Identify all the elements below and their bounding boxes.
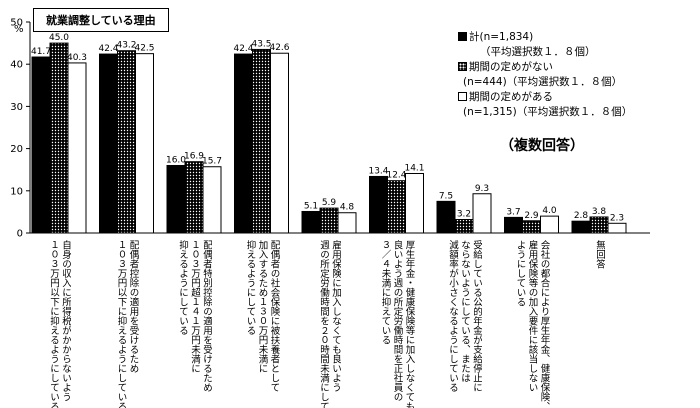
- legend-item-with-term: 期間の定めがある: [458, 90, 698, 104]
- multiple-answers-note: （複数回答）: [500, 138, 584, 154]
- bar-total: [166, 164, 186, 234]
- category-label: 雇用保険に加入しなくても良いよう 週の所定労働時間を２０時間未満にしてい: [318, 240, 341, 408]
- data-label: 43.2: [116, 41, 136, 51]
- data-label: 9.3: [475, 184, 489, 194]
- category-label: 自身の収入に所得税がかからないよう １０３万円以下に抑えるようにしている: [48, 240, 71, 408]
- legend-swatch-solid: [458, 32, 467, 41]
- data-label: 7.5: [439, 191, 453, 201]
- category-label: 受給している公的年金が支給停止に ならないようにしている、または 減額率が小さく…: [447, 240, 482, 392]
- data-label: 15.7: [202, 157, 222, 167]
- legend-swatch-dotted: [458, 62, 467, 71]
- data-label: 14.1: [404, 163, 424, 173]
- legend-sub-no-term: (n=444)（平均選択数１．８個）: [458, 75, 698, 89]
- data-label: 12.4: [386, 171, 406, 181]
- data-label: 41.7: [31, 47, 51, 57]
- bar-total: [234, 53, 253, 234]
- legend-item-total: 計(n=1,834): [458, 30, 698, 44]
- bar-total: [571, 220, 591, 234]
- data-label: 4.8: [340, 203, 355, 213]
- data-label: 2.3: [610, 213, 624, 223]
- data-label: 16.9: [184, 152, 204, 162]
- legend-label-no-term: 期間の定めがない: [469, 61, 553, 73]
- data-label: 5.1: [304, 201, 318, 211]
- data-label: 16.0: [166, 155, 186, 165]
- data-label: 40.3: [67, 53, 87, 63]
- legend-item-no-term: 期間の定めがない: [458, 60, 698, 74]
- bar-with-term: [607, 222, 627, 234]
- category-label: 会社の都合により厚生年金、健康保険、 雇用保険等の加入要件に該当しない ようにし…: [514, 240, 550, 408]
- bar-total: [504, 216, 523, 234]
- bar-with-term: [405, 172, 424, 234]
- category-label: 厚生年金・健康保険等に加入しなくても 良いよう週の所定労働時間を正社員の ３／４…: [379, 240, 415, 408]
- data-label: 3.2: [457, 209, 471, 219]
- bar-with-term: [337, 212, 357, 234]
- chart-title-box: 就業調整している理由: [33, 8, 169, 32]
- legend: 計(n=1,834) （平均選択数１．８個） 期間の定めがない (n=444)（…: [458, 30, 698, 120]
- bar-no-term: [522, 220, 541, 234]
- y-tick-label: 20: [10, 144, 23, 155]
- legend-sub-label-no-term: (n=444)（平均選択数１．８個）: [463, 76, 623, 88]
- bar-total: [301, 210, 321, 234]
- bar-no-term: [454, 218, 474, 234]
- y-tick-label: 40: [10, 60, 23, 71]
- bar-no-term: [319, 207, 339, 234]
- category-label: 配偶者控除の適用を受けるため １０３万円以下に抑えるようにしている: [115, 240, 139, 408]
- bar-no-term: [184, 161, 204, 234]
- bar-no-term: [49, 42, 69, 234]
- data-label: 43.5: [251, 39, 271, 49]
- bar-total: [436, 200, 456, 234]
- category-label: 無回答: [594, 240, 605, 269]
- bar-no-term: [589, 216, 609, 234]
- data-label: 42.4: [98, 44, 118, 54]
- bar-with-term: [540, 215, 559, 234]
- bar-total: [99, 53, 118, 234]
- y-tick-label: 10: [10, 186, 23, 197]
- bar-with-term: [135, 53, 154, 234]
- legend-label-total: 計(n=1,834): [469, 31, 534, 43]
- data-label: 2.9: [524, 211, 539, 221]
- bar-total: [31, 56, 51, 234]
- data-label: 42.4: [233, 44, 253, 54]
- data-label: 3.7: [506, 207, 520, 217]
- data-label: 3.8: [592, 207, 607, 217]
- category-label: 配偶者の社会保険に被扶養者として 加入するため１３０万円未満に 抑えるようにして…: [244, 240, 280, 392]
- data-label: 5.9: [322, 198, 337, 208]
- legend-sub-total: （平均選択数１．８個）: [458, 45, 698, 59]
- y-axis-unit: %: [14, 24, 24, 35]
- bar-with-term: [67, 62, 87, 234]
- legend-sub-with-term: (n=1,315)（平均選択数１．８個）: [458, 105, 698, 119]
- data-label: 2.8: [574, 211, 589, 221]
- bar-no-term: [117, 50, 136, 234]
- legend-sub-label-total: （平均選択数１．８個）: [480, 46, 596, 58]
- bar-no-term: [387, 180, 406, 234]
- category-label: 配偶者特別控除の適用を受けるため １０３万円超１４１万円未満に 抑えるようにして…: [177, 240, 212, 392]
- data-label: 42.6: [269, 43, 289, 53]
- legend-label-with-term: 期間の定めがある: [469, 91, 553, 103]
- y-tick-label: 30: [10, 102, 23, 113]
- legend-swatch-white: [458, 92, 467, 101]
- y-tick-label: 0: [17, 229, 23, 240]
- data-label: 4.0: [542, 206, 557, 216]
- y-tick-label: 50: [10, 18, 23, 29]
- bar-no-term: [252, 48, 271, 234]
- data-label: 42.5: [134, 44, 154, 54]
- data-label: 13.4: [368, 166, 388, 176]
- bar-with-term: [270, 52, 289, 234]
- bar-with-term: [202, 166, 222, 234]
- bar-total: [369, 175, 388, 234]
- bar-with-term: [472, 193, 492, 234]
- data-label: 45.0: [49, 33, 69, 43]
- legend-sub-label-with-term: (n=1,315)（平均選択数１．８個）: [463, 106, 633, 118]
